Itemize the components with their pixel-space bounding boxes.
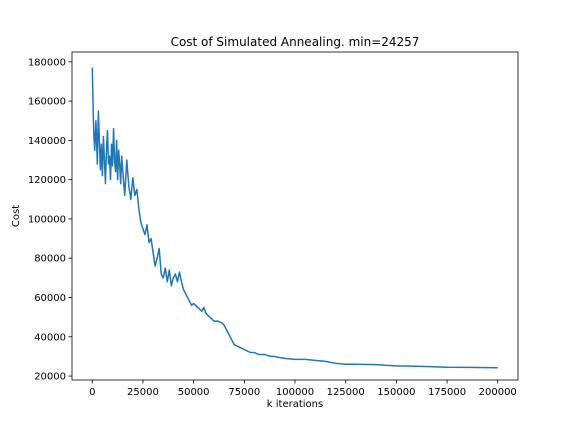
chart-title: Cost of Simulated Annealing. min=24257 bbox=[171, 35, 420, 49]
x-tick-label: 175000 bbox=[428, 387, 466, 398]
y-tick-label: 100000 bbox=[28, 214, 66, 225]
x-tick-label: 150000 bbox=[377, 387, 415, 398]
y-tick-label: 40000 bbox=[34, 332, 66, 343]
series-line-0 bbox=[91, 67, 498, 369]
y-axis-ticks: 20000 40000 60000 80000 100000 120000 140000 16… bbox=[28, 57, 72, 383]
x-axis-label: k iterations bbox=[267, 399, 323, 410]
y-tick-label: 20000 bbox=[34, 372, 66, 383]
x-tick-label: 75000 bbox=[228, 387, 260, 398]
y-tick-label: 120000 bbox=[28, 175, 66, 186]
y-tick-label: 140000 bbox=[28, 136, 66, 147]
y-tick-label: 80000 bbox=[34, 254, 66, 265]
x-axis-ticks: 0 25000 50000 75000 100000 125000 150000 175000… bbox=[89, 380, 517, 398]
plot-frame bbox=[71, 51, 519, 381]
y-tick-label: 180000 bbox=[28, 57, 66, 68]
x-tick-label: 50000 bbox=[178, 387, 210, 398]
y-tick-label: 60000 bbox=[34, 293, 66, 304]
x-tick-label: 0 bbox=[89, 387, 95, 398]
x-tick-label: 200000 bbox=[479, 387, 517, 398]
y-axis-label: Cost bbox=[11, 205, 22, 227]
x-tick-label: 25000 bbox=[127, 387, 159, 398]
plot-area bbox=[72, 52, 518, 380]
x-tick-label: 100000 bbox=[276, 387, 314, 398]
series-layer bbox=[91, 67, 498, 369]
y-tick-label: 160000 bbox=[28, 97, 66, 108]
x-tick-label: 125000 bbox=[327, 387, 365, 398]
